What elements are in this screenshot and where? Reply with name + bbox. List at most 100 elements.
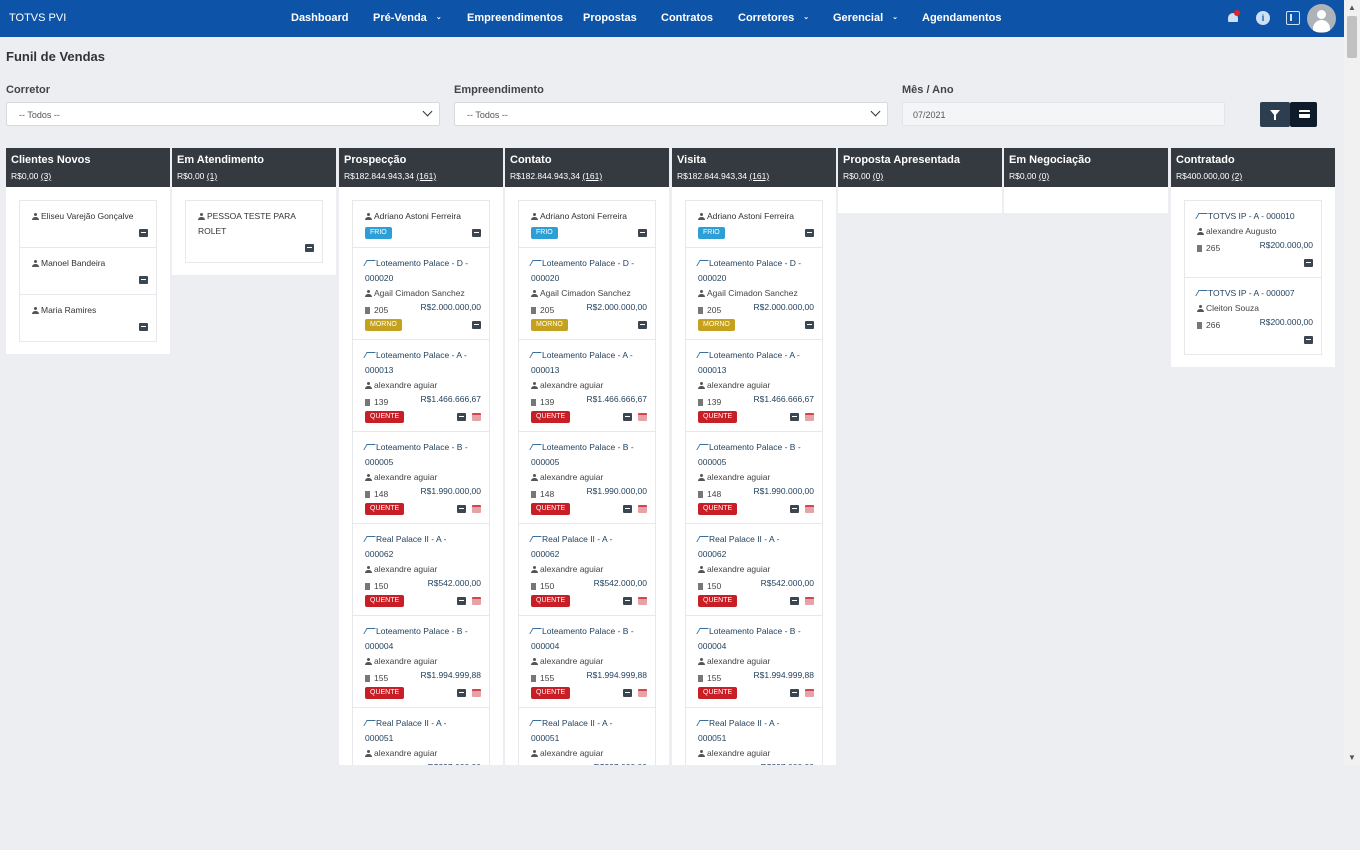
funnel-card[interactable]: Manoel Bandeira [19, 247, 157, 295]
calendar-icon[interactable] [805, 412, 814, 421]
user-avatar[interactable] [1307, 4, 1336, 33]
nav-item-gerencial[interactable]: Gerencial ⌄ [833, 12, 898, 24]
add-event-icon[interactable] [472, 228, 481, 237]
funnel-card[interactable]: Adriano Astoni Ferreira FRIO [352, 200, 490, 248]
unit-name[interactable]: Loteamento Palace - B - 000004 [365, 626, 468, 651]
scroll-up-icon[interactable]: ▲ [1348, 3, 1356, 12]
funnel-card[interactable]: Loteamento Palace - D - 000020 Agail Cima… [518, 247, 656, 340]
panel-toggle-icon[interactable] [1286, 11, 1300, 25]
client-name[interactable]: PESSOA TESTE PARA ROLET [198, 211, 296, 236]
funnel-card[interactable]: Loteamento Palace - D - 000020 Agail Cima… [685, 247, 823, 340]
unit-name[interactable]: Real Palace II - A - 000051 [365, 718, 447, 743]
add-event-icon[interactable] [1304, 335, 1313, 344]
lead-name[interactable]: Adriano Astoni Ferreira [540, 211, 627, 221]
nav-item-agendamentos[interactable]: Agendamentos [922, 12, 1001, 24]
add-event-icon[interactable] [623, 412, 632, 421]
add-event-icon[interactable] [790, 504, 799, 513]
column-count[interactable]: (2) [1231, 171, 1243, 181]
unit-name[interactable]: Loteamento Palace - A - 000013 [365, 350, 467, 375]
add-event-icon[interactable] [457, 688, 466, 697]
funnel-card[interactable]: Loteamento Palace - B - 000005 alexandre … [352, 431, 490, 524]
funnel-card[interactable]: TOTVS IP - A - 000007 Cleiton Souza 266 R$2… [1184, 277, 1322, 355]
column-count[interactable]: (1) [206, 171, 218, 181]
add-event-icon[interactable] [139, 228, 148, 237]
unit-name[interactable]: Loteamento Palace - B - 000005 [698, 442, 801, 467]
add-event-icon[interactable] [638, 320, 647, 329]
funnel-card[interactable]: Loteamento Palace - B - 000004 alexandre … [352, 615, 490, 708]
add-event-icon[interactable] [139, 275, 148, 284]
unit-name[interactable]: Loteamento Palace - B - 000004 [698, 626, 801, 651]
unit-name[interactable]: Loteamento Palace - D - 000020 [531, 258, 635, 283]
add-event-icon[interactable] [805, 320, 814, 329]
funnel-card[interactable]: Maria Ramires [19, 294, 157, 342]
nav-item-pr-venda[interactable]: Pré-Venda ⌄ [373, 12, 442, 24]
unit-name[interactable]: TOTVS IP - A - 000010 [1208, 211, 1295, 221]
scroll-down-icon[interactable]: ▼ [1348, 753, 1356, 762]
funnel-card[interactable]: PESSOA TESTE PARA ROLET [185, 200, 323, 263]
funnel-card[interactable]: Eliseu Varejão Gonçalve [19, 200, 157, 248]
nav-item-propostas[interactable]: Propostas [583, 12, 637, 24]
unit-name[interactable]: Loteamento Palace - B - 000005 [365, 442, 468, 467]
funnel-card[interactable]: Loteamento Palace - B - 000004 alexandre … [518, 615, 656, 708]
unit-name[interactable]: Real Palace II - A - 000062 [698, 534, 780, 559]
funnel-card[interactable]: Loteamento Palace - B - 000005 alexandre … [685, 431, 823, 524]
unit-name[interactable]: Loteamento Palace - D - 000020 [365, 258, 469, 283]
funnel-card[interactable]: Loteamento Palace - D - 000020 Agail Cima… [352, 247, 490, 340]
client-name[interactable]: Eliseu Varejão Gonçalve [41, 211, 134, 221]
calendar-icon[interactable] [472, 412, 481, 421]
unit-name[interactable]: Loteamento Palace - A - 000013 [531, 350, 633, 375]
funnel-card[interactable]: Loteamento Palace - B - 000005 alexandre … [518, 431, 656, 524]
unit-name[interactable]: Loteamento Palace - B - 000005 [531, 442, 634, 467]
nav-item-empreendimentos[interactable]: Empreendimentos [467, 12, 563, 24]
nav-item-dashboard[interactable]: Dashboard [291, 12, 348, 24]
add-event-icon[interactable] [305, 243, 314, 252]
calendar-icon[interactable] [472, 596, 481, 605]
lead-name[interactable]: Adriano Astoni Ferreira [707, 211, 794, 221]
unit-name[interactable]: TOTVS IP - A - 000007 [1208, 288, 1295, 298]
add-event-icon[interactable] [623, 504, 632, 513]
add-event-icon[interactable] [1304, 258, 1313, 267]
nav-item-contratos[interactable]: Contratos [661, 12, 713, 24]
unit-name[interactable]: Real Palace II - A - 000062 [365, 534, 447, 559]
funnel-card[interactable]: Real Palace II - A - 000062 alexandre agu… [518, 523, 656, 616]
add-event-icon[interactable] [457, 412, 466, 421]
add-event-icon[interactable] [790, 688, 799, 697]
funnel-card[interactable]: Loteamento Palace - A - 000013 alexandre … [685, 339, 823, 432]
column-count[interactable]: (161) [416, 171, 437, 181]
funnel-card[interactable]: Real Palace II - A - 000062 alexandre agu… [352, 523, 490, 616]
calendar-icon[interactable] [805, 504, 814, 513]
bell-icon[interactable] [1226, 10, 1240, 25]
calendar-icon[interactable] [638, 688, 647, 697]
funnel-card[interactable]: Loteamento Palace - A - 000013 alexandre … [352, 339, 490, 432]
calendar-icon[interactable] [638, 596, 647, 605]
calendar-icon[interactable] [805, 688, 814, 697]
empreendimento-select[interactable]: -- Todos -- [454, 102, 888, 126]
corretor-select[interactable]: -- Todos -- [6, 102, 440, 126]
column-count[interactable]: (0) [1038, 171, 1050, 181]
filter-button[interactable] [1260, 102, 1290, 127]
column-count[interactable]: (161) [582, 171, 603, 181]
calendar-icon[interactable] [805, 596, 814, 605]
unit-name[interactable]: Loteamento Palace - D - 000020 [698, 258, 802, 283]
client-name[interactable]: Maria Ramires [41, 305, 97, 315]
funnel-card[interactable]: Loteamento Palace - B - 000004 alexandre … [685, 615, 823, 708]
add-event-icon[interactable] [457, 504, 466, 513]
column-count[interactable]: (0) [872, 171, 884, 181]
calendar-icon[interactable] [638, 412, 647, 421]
funnel-card[interactable]: TOTVS IP - A - 000010 alexandre Augusto 26… [1184, 200, 1322, 278]
add-event-icon[interactable] [623, 596, 632, 605]
add-event-icon[interactable] [790, 596, 799, 605]
mes-ano-input[interactable]: 07/2021 [902, 102, 1225, 126]
unit-name[interactable]: Real Palace II - A - 000051 [698, 718, 780, 743]
calendar-icon[interactable] [472, 688, 481, 697]
client-name[interactable]: Manoel Bandeira [41, 258, 106, 268]
calendar-icon[interactable] [638, 504, 647, 513]
funnel-card[interactable]: Loteamento Palace - A - 000013 alexandre … [518, 339, 656, 432]
add-event-icon[interactable] [139, 322, 148, 331]
funnel-card[interactable]: Real Palace II - A - 000051 alexandre agu… [685, 707, 823, 765]
calendar-icon[interactable] [472, 504, 481, 513]
page-scrollbar[interactable]: ▲ ▼ [1344, 0, 1360, 765]
funnel-card[interactable]: Adriano Astoni Ferreira FRIO [518, 200, 656, 248]
card-view-button[interactable] [1290, 102, 1317, 127]
unit-name[interactable]: Real Palace II - A - 000062 [531, 534, 613, 559]
